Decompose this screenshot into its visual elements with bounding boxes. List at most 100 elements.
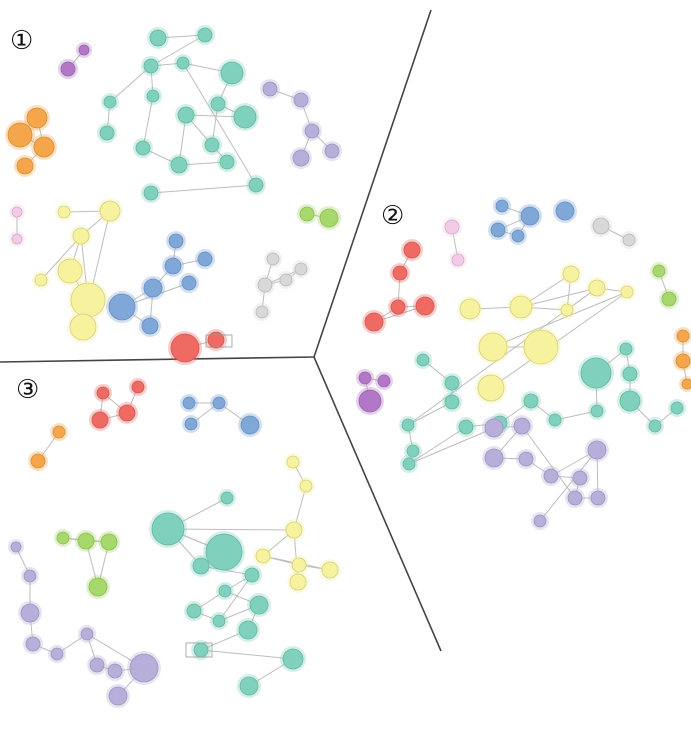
edge: [182, 62, 257, 186]
node: [106, 291, 138, 323]
node-circle: [131, 380, 145, 394]
edge: [520, 287, 598, 308]
node-circle: [141, 317, 159, 335]
node: [414, 351, 432, 369]
node: [89, 409, 111, 431]
node: [190, 555, 212, 577]
node: [237, 674, 261, 698]
node-circle: [567, 490, 583, 506]
node-circle: [444, 375, 460, 391]
node-circle: [219, 154, 235, 170]
node-circle: [390, 299, 406, 315]
divider-horizontal: [0, 356, 315, 363]
node: [319, 559, 341, 581]
node-circle: [220, 61, 244, 85]
node: [646, 417, 664, 435]
node-circle: [255, 548, 271, 564]
node: [238, 413, 262, 437]
node: [78, 625, 96, 643]
node: [620, 364, 640, 384]
node-circle: [648, 419, 662, 433]
node-circle: [204, 137, 220, 153]
node-circle: [533, 514, 547, 528]
node: [659, 289, 679, 309]
node: [476, 330, 510, 364]
node-circle: [192, 557, 210, 575]
node: [141, 183, 161, 203]
node-circle: [212, 396, 226, 410]
node: [588, 402, 606, 420]
node-circle: [240, 415, 260, 435]
node: [180, 394, 198, 412]
node-circle: [523, 329, 559, 365]
node: [68, 280, 108, 320]
node: [98, 531, 120, 553]
node-circle: [255, 305, 269, 319]
node: [191, 640, 211, 660]
node-circle: [588, 279, 606, 297]
node-circle: [170, 333, 200, 363]
edge: [142, 95, 154, 149]
node: [588, 488, 608, 508]
node: [184, 601, 204, 621]
node-circle: [11, 206, 23, 218]
edge: [109, 65, 152, 103]
node-circle: [444, 394, 460, 410]
node: [322, 141, 342, 161]
node-circle: [80, 627, 94, 641]
node: [32, 271, 50, 289]
node-circle: [10, 541, 22, 553]
edge: [554, 410, 598, 421]
node-circle: [248, 177, 264, 193]
node: [14, 155, 36, 177]
node: [236, 618, 260, 642]
node: [388, 297, 408, 317]
node-circle: [458, 419, 474, 435]
node: [218, 489, 236, 507]
node-circle: [143, 185, 159, 201]
node-circle: [292, 149, 310, 167]
node: [9, 204, 25, 220]
node: [253, 303, 271, 321]
node-circle: [293, 92, 309, 108]
node: [101, 93, 119, 111]
node-circle: [299, 206, 315, 222]
node-circle: [319, 208, 339, 228]
node: [570, 468, 590, 488]
node-circle: [56, 531, 70, 545]
node: [247, 593, 271, 617]
node-circle: [193, 642, 209, 658]
node: [203, 531, 245, 573]
node: [8, 539, 24, 555]
node: [144, 87, 162, 105]
edge: [492, 291, 628, 348]
node: [208, 94, 228, 114]
node-circle: [289, 573, 307, 591]
node-circle: [168, 233, 184, 249]
node: [590, 215, 612, 237]
node: [283, 519, 305, 541]
node: [650, 262, 668, 280]
node: [558, 301, 576, 319]
node: [531, 512, 549, 530]
node-circle: [590, 490, 606, 506]
node: [521, 327, 561, 367]
node: [292, 260, 310, 278]
node: [97, 198, 123, 224]
edge: [167, 528, 295, 531]
node: [242, 565, 262, 585]
edge: [539, 449, 598, 522]
node-circle: [197, 27, 213, 43]
node-circle: [100, 533, 118, 551]
node-circle: [72, 227, 90, 245]
node-circle: [291, 557, 307, 573]
node: [674, 327, 691, 345]
node: [147, 27, 169, 49]
node-circle: [681, 378, 691, 390]
node: [28, 451, 48, 471]
node-circle: [652, 264, 666, 278]
node: [401, 239, 423, 261]
node: [488, 220, 508, 240]
node-circle: [416, 353, 430, 367]
